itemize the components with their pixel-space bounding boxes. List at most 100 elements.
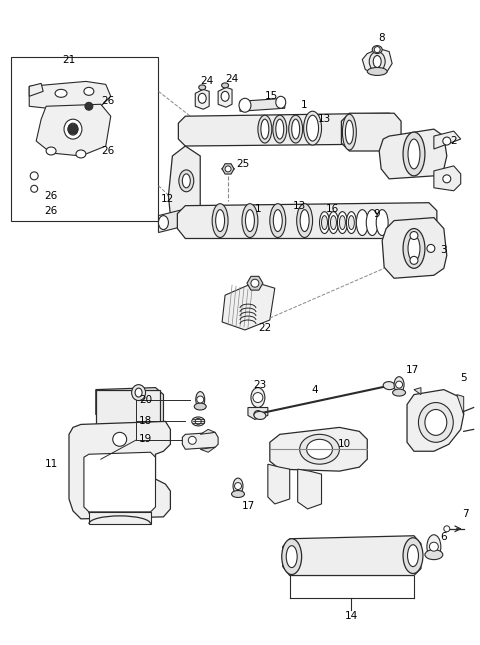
Polygon shape (218, 87, 232, 107)
Ellipse shape (135, 388, 142, 397)
Text: 26: 26 (101, 146, 114, 156)
Polygon shape (268, 464, 290, 504)
Ellipse shape (179, 170, 194, 192)
Ellipse shape (410, 232, 418, 239)
Ellipse shape (304, 111, 322, 145)
Ellipse shape (408, 545, 419, 566)
Text: 19: 19 (139, 434, 152, 444)
Ellipse shape (30, 172, 38, 180)
Ellipse shape (419, 402, 453, 442)
Text: 13: 13 (293, 201, 306, 211)
Ellipse shape (330, 215, 336, 230)
Ellipse shape (320, 212, 329, 233)
Ellipse shape (347, 212, 356, 233)
Polygon shape (200, 430, 215, 434)
Polygon shape (240, 98, 285, 111)
Polygon shape (382, 217, 447, 278)
Ellipse shape (297, 204, 312, 237)
Ellipse shape (443, 137, 451, 145)
Ellipse shape (64, 119, 82, 139)
Ellipse shape (425, 550, 443, 560)
Ellipse shape (198, 94, 206, 103)
Ellipse shape (408, 139, 420, 169)
Ellipse shape (261, 119, 269, 139)
Polygon shape (84, 452, 156, 512)
Ellipse shape (342, 114, 356, 150)
Text: 10: 10 (338, 439, 351, 450)
Ellipse shape (383, 382, 395, 390)
Ellipse shape (356, 210, 368, 235)
Text: 13: 13 (318, 114, 331, 124)
Ellipse shape (427, 535, 441, 559)
Polygon shape (29, 83, 43, 96)
Text: 26: 26 (45, 191, 58, 201)
Text: 17: 17 (406, 364, 419, 375)
Ellipse shape (251, 279, 259, 287)
Ellipse shape (254, 410, 262, 419)
Ellipse shape (239, 98, 251, 112)
Ellipse shape (132, 384, 145, 401)
Text: 18: 18 (139, 417, 152, 426)
Text: 26: 26 (101, 96, 114, 106)
Polygon shape (200, 447, 215, 452)
Ellipse shape (374, 46, 380, 53)
Ellipse shape (212, 204, 228, 237)
Polygon shape (195, 90, 209, 109)
Ellipse shape (408, 235, 420, 261)
Polygon shape (283, 536, 421, 575)
Ellipse shape (113, 432, 127, 446)
Ellipse shape (337, 212, 348, 233)
Text: 12: 12 (161, 194, 174, 204)
Ellipse shape (242, 204, 258, 237)
Polygon shape (29, 81, 111, 109)
Polygon shape (168, 146, 200, 226)
Polygon shape (414, 388, 421, 395)
Text: 5: 5 (460, 373, 467, 382)
Polygon shape (270, 428, 367, 471)
Ellipse shape (55, 90, 67, 97)
Polygon shape (434, 166, 461, 191)
Ellipse shape (273, 210, 282, 232)
Polygon shape (341, 114, 401, 151)
Polygon shape (362, 48, 392, 74)
Ellipse shape (233, 478, 243, 494)
Ellipse shape (300, 210, 309, 232)
Polygon shape (182, 432, 218, 450)
Ellipse shape (31, 185, 37, 192)
Polygon shape (434, 131, 461, 149)
Ellipse shape (373, 55, 381, 68)
Ellipse shape (85, 103, 93, 110)
Text: 2: 2 (450, 136, 457, 146)
Text: 1: 1 (254, 204, 261, 213)
Ellipse shape (68, 123, 78, 135)
Bar (96, 390, 160, 432)
Ellipse shape (196, 392, 204, 408)
Ellipse shape (348, 215, 354, 230)
Ellipse shape (307, 115, 319, 141)
Polygon shape (69, 421, 170, 519)
Polygon shape (89, 512, 151, 524)
Polygon shape (158, 209, 186, 233)
Ellipse shape (369, 52, 385, 72)
Text: 20: 20 (139, 395, 152, 404)
Text: 14: 14 (345, 611, 358, 621)
Ellipse shape (276, 119, 284, 139)
Polygon shape (96, 388, 164, 434)
Ellipse shape (46, 147, 56, 155)
Ellipse shape (346, 120, 353, 144)
Ellipse shape (216, 210, 225, 232)
Polygon shape (36, 104, 111, 156)
Ellipse shape (307, 439, 333, 459)
Ellipse shape (254, 412, 266, 419)
Polygon shape (179, 114, 397, 146)
Ellipse shape (182, 174, 190, 188)
Ellipse shape (443, 175, 451, 183)
Text: 24: 24 (226, 74, 239, 84)
Ellipse shape (194, 403, 206, 410)
Text: 15: 15 (265, 92, 278, 101)
Ellipse shape (444, 526, 450, 531)
Text: 21: 21 (62, 55, 76, 64)
Ellipse shape (376, 210, 388, 235)
Ellipse shape (396, 381, 403, 388)
Polygon shape (248, 408, 268, 419)
